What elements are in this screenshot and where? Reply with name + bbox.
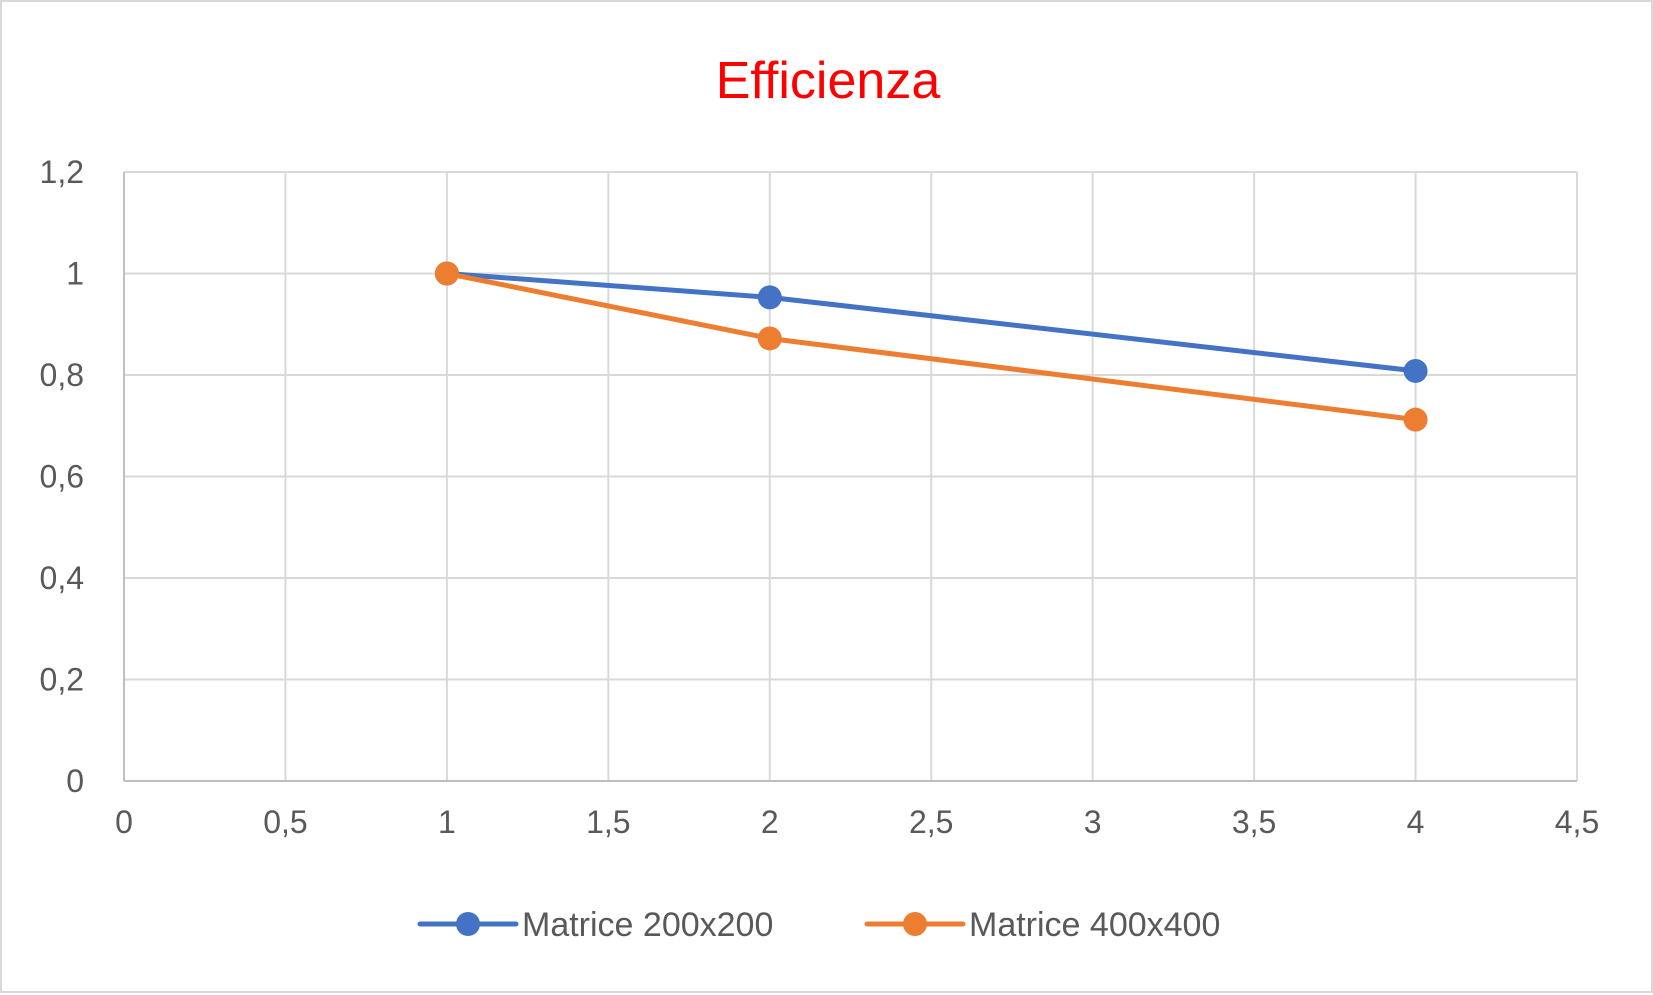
data-point — [1403, 407, 1428, 432]
y-tick-label: 0,2 — [40, 662, 84, 698]
series-2 — [434, 261, 1428, 432]
y-tick-label: 0 — [66, 763, 84, 799]
data-series — [434, 261, 1428, 432]
x-tick-label: 1,5 — [586, 804, 630, 840]
legend-label: Matrice 400x400 — [969, 906, 1220, 944]
x-tick-label: 3 — [1084, 804, 1102, 840]
y-tick-label: 0,4 — [40, 560, 84, 596]
data-point — [757, 285, 782, 310]
y-tick-label: 1,2 — [40, 154, 84, 190]
x-tick-label: 0 — [115, 804, 133, 840]
chart-title: Efficienza — [716, 52, 941, 110]
axes: 0 0,5 1 1,5 2 2,5 3 3,5 4 4,5 0 0,2 0,4 0,6 0,8 1 1,2 — [40, 154, 1600, 840]
y-tick-label: 0,6 — [40, 459, 84, 495]
legend-item-1: Matrice 200x200 — [417, 906, 773, 944]
legend-item-2: Matrice 400x400 — [864, 906, 1220, 944]
gridlines — [123, 171, 1578, 782]
legend-label: Matrice 200x200 — [522, 906, 773, 944]
y-tick-label: 0,8 — [40, 357, 84, 393]
y-tick-label: 1 — [66, 256, 84, 292]
x-tick-label: 4 — [1407, 804, 1425, 840]
data-point — [1403, 358, 1428, 383]
x-tick-label: 3,5 — [1232, 804, 1276, 840]
data-point — [757, 326, 782, 351]
legend-marker — [903, 912, 927, 936]
x-tick-label: 2 — [761, 804, 779, 840]
x-tick-label: 4,5 — [1555, 804, 1599, 840]
x-tick-label: 2,5 — [909, 804, 953, 840]
x-tick-label: 1 — [438, 804, 456, 840]
x-tick-label: 0,5 — [263, 804, 307, 840]
legend: Matrice 200x200 Matrice 400x400 — [417, 906, 1220, 944]
legend-marker — [456, 912, 480, 936]
data-point — [434, 261, 459, 286]
